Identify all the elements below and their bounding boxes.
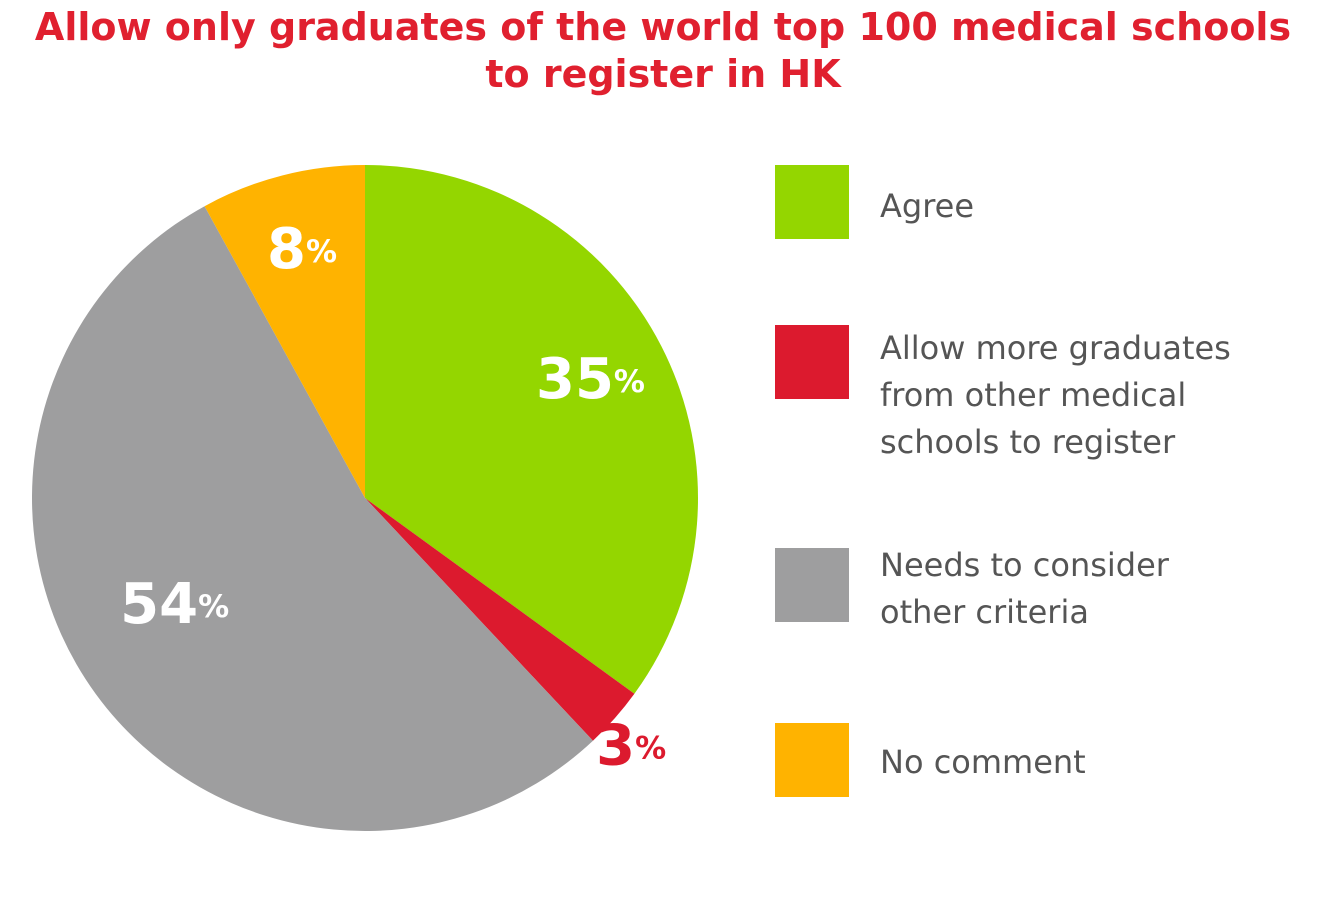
pie-label-agree: 35%	[536, 347, 645, 412]
pie-label-needs-to-consider: 54%	[120, 572, 229, 637]
legend-swatch-needs-to-consider	[775, 548, 849, 622]
chart-title: Allow only graduates of the world top 10…	[0, 4, 1326, 98]
pie-chart: 35% 3% 54% 8%	[32, 165, 698, 831]
pie-slice-allow-more	[365, 498, 635, 741]
chart-title-line-2: to register in HK	[485, 52, 841, 96]
legend-label-needs-to-consider-line-1: Needs to consider	[880, 546, 1169, 584]
legend-label-allow-more-line-3: schools to register	[880, 423, 1176, 461]
legend-swatch-allow-more	[775, 325, 849, 399]
pie-label-allow-more: 3%	[596, 714, 666, 779]
pie-slice-no-comment	[204, 165, 365, 498]
pie-label-no-comment: 8%	[267, 217, 337, 282]
legend-label-allow-more-line-2: from other medical	[880, 376, 1187, 414]
pie-slice-agree	[365, 165, 698, 694]
legend-label-needs-to-consider-line-2: other criteria	[880, 593, 1089, 631]
legend-swatch-no-comment	[775, 723, 849, 797]
pie-slice-labels: 35% 3% 54% 8%	[120, 217, 666, 779]
legend-swatch-agree	[775, 165, 849, 239]
legend-label-no-comment-line-1: No comment	[880, 743, 1086, 781]
legend-label-allow-more: Allow more graduates from other medical …	[880, 325, 1320, 466]
legend-label-agree-line-1: Agree	[880, 187, 975, 225]
chart-title-line-1: Allow only graduates of the world top 10…	[34, 5, 1292, 49]
legend-label-allow-more-line-1: Allow more graduates	[880, 329, 1231, 367]
legend-label-agree: Agree	[880, 183, 1320, 230]
pie-slice-needs-to-consider	[32, 206, 593, 831]
legend-label-needs-to-consider: Needs to consider other criteria	[880, 542, 1320, 636]
pie-slices	[32, 165, 698, 831]
legend-label-no-comment: No comment	[880, 739, 1320, 786]
